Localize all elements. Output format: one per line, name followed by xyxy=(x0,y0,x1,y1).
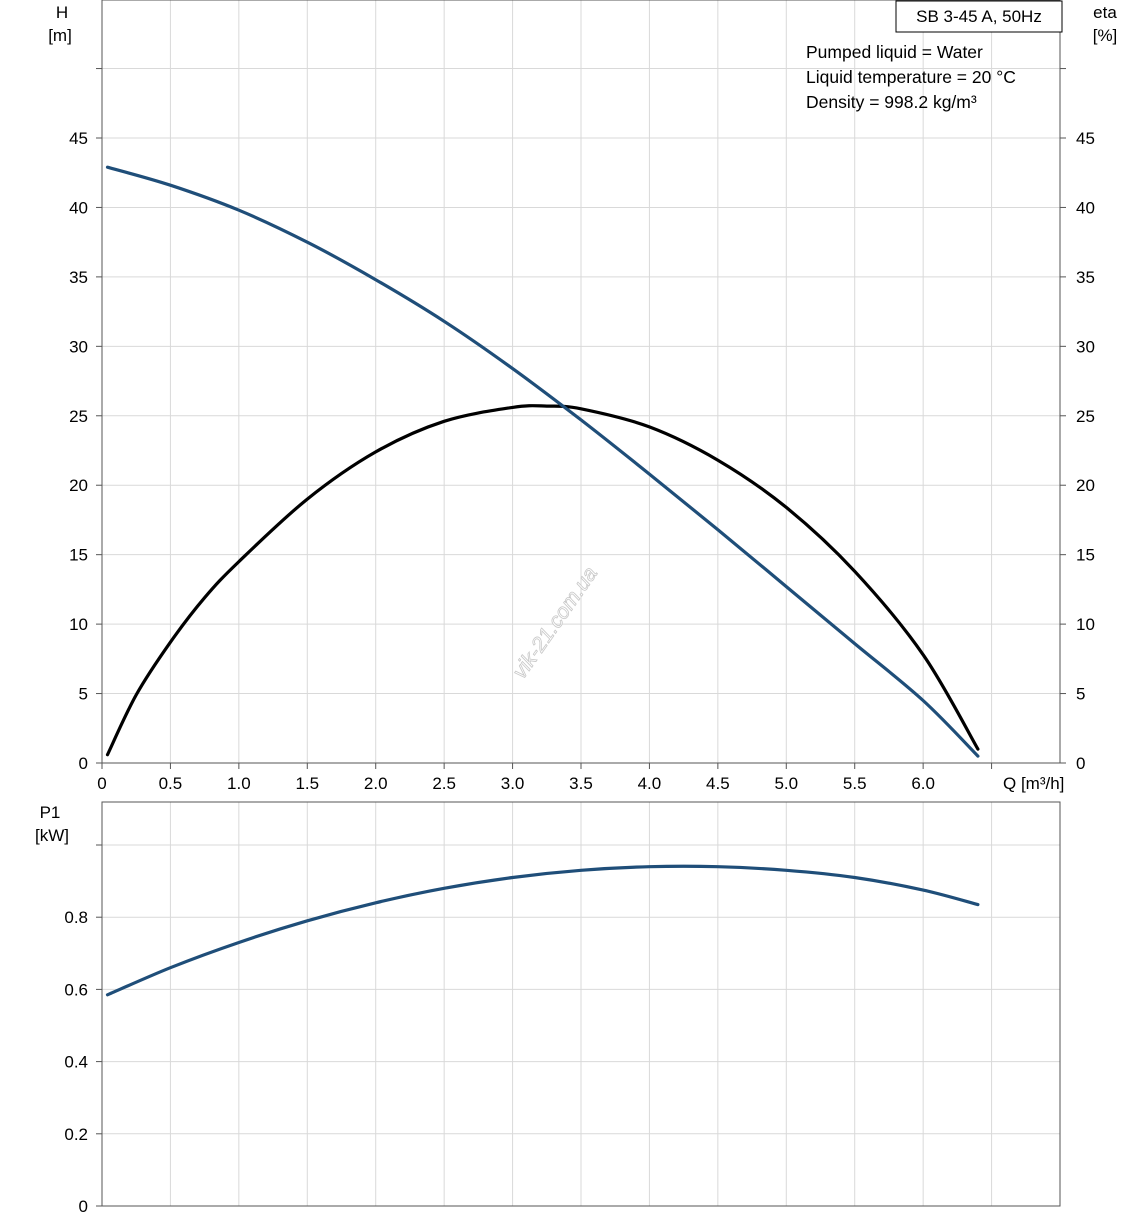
y-right-tick-label: 45 xyxy=(1076,129,1095,148)
p1-tick-label: 0.6 xyxy=(64,980,88,999)
x-tick-label: 0.5 xyxy=(159,774,183,793)
x-tick-label: 5.5 xyxy=(843,774,867,793)
y-left-unit: [m] xyxy=(48,26,72,45)
bottom-plot-frame xyxy=(101,801,1061,1207)
y-right-tick-label: 30 xyxy=(1076,337,1095,356)
y-right-tick-label: 25 xyxy=(1076,407,1095,426)
y-right-tick-label: 5 xyxy=(1076,685,1085,704)
p1-axis-unit: [kW] xyxy=(35,826,69,845)
efficiency-curve xyxy=(105,404,980,757)
y-right-tick-label: 20 xyxy=(1076,476,1095,495)
p1-axis-label: P1 xyxy=(40,803,61,822)
y-left-tick-label: 45 xyxy=(69,129,88,148)
top-plot-grid xyxy=(102,0,1060,763)
x-tick-label: 4.0 xyxy=(638,774,662,793)
x-tick-label: 2.5 xyxy=(432,774,456,793)
y-right-tick-label: 10 xyxy=(1076,615,1095,634)
y-left-tick-label: 40 xyxy=(69,198,88,217)
head-curve xyxy=(105,165,980,758)
y-left-tick-label: 30 xyxy=(69,337,88,356)
p1-tick-label: 0.2 xyxy=(64,1125,88,1144)
series-layer xyxy=(105,165,980,997)
x-tick-label: 0 xyxy=(97,774,106,793)
power-curve xyxy=(105,864,980,997)
annotation-density: Density = 998.2 kg/m³ xyxy=(806,92,977,112)
y-right-tick-label: 35 xyxy=(1076,268,1095,287)
x-tick-label: 6.0 xyxy=(911,774,935,793)
y-left-tick-label: 5 xyxy=(79,685,88,704)
chart-title: SB 3-45 A, 50Hz xyxy=(916,7,1042,26)
p1-tick-label: 0.4 xyxy=(64,1053,88,1072)
x-axis-label: Q [m³/h] xyxy=(1003,774,1064,793)
x-tick-label: 3.0 xyxy=(501,774,525,793)
annotation-liquid: Pumped liquid = Water xyxy=(806,42,983,62)
y-right-tick-label: 40 xyxy=(1076,198,1095,217)
y-right-tick-label: 0 xyxy=(1076,754,1085,773)
y-left-tick-label: 35 xyxy=(69,268,88,287)
y-left-tick-label: 15 xyxy=(69,546,88,565)
p1-tick-label: 0.8 xyxy=(64,908,88,927)
bottom-plot-grid xyxy=(102,802,1060,1206)
y-left-tick-label: 10 xyxy=(69,615,88,634)
y-right-unit: [%] xyxy=(1093,26,1118,45)
x-tick-label: 1.5 xyxy=(295,774,319,793)
x-tick-label: 1.0 xyxy=(227,774,251,793)
y-right-tick-label: 15 xyxy=(1076,546,1095,565)
y-right-label: eta xyxy=(1093,3,1117,22)
y-left-tick-label: 20 xyxy=(69,476,88,495)
x-tick-label: 5.0 xyxy=(774,774,798,793)
axis-ticks: 0 0.5 1.0 1.5 2.0 2.5 3.0 3.5 4.0 4.5 5.0 5.5 6.0 0 5 1… xyxy=(64,68,1095,1216)
watermark: vik-21.com.ua xyxy=(508,563,602,683)
y-left-tick-label: 25 xyxy=(69,407,88,426)
title-box xyxy=(895,0,1063,33)
x-tick-label: 2.0 xyxy=(364,774,388,793)
y-left-label: H xyxy=(56,3,68,22)
x-tick-label: 3.5 xyxy=(569,774,593,793)
y-left-tick-label: 0 xyxy=(79,754,88,773)
x-tick-label: 4.5 xyxy=(706,774,730,793)
p1-tick-label: 0 xyxy=(79,1197,88,1216)
annotation-temperature: Liquid temperature = 20 °C xyxy=(806,67,1016,87)
